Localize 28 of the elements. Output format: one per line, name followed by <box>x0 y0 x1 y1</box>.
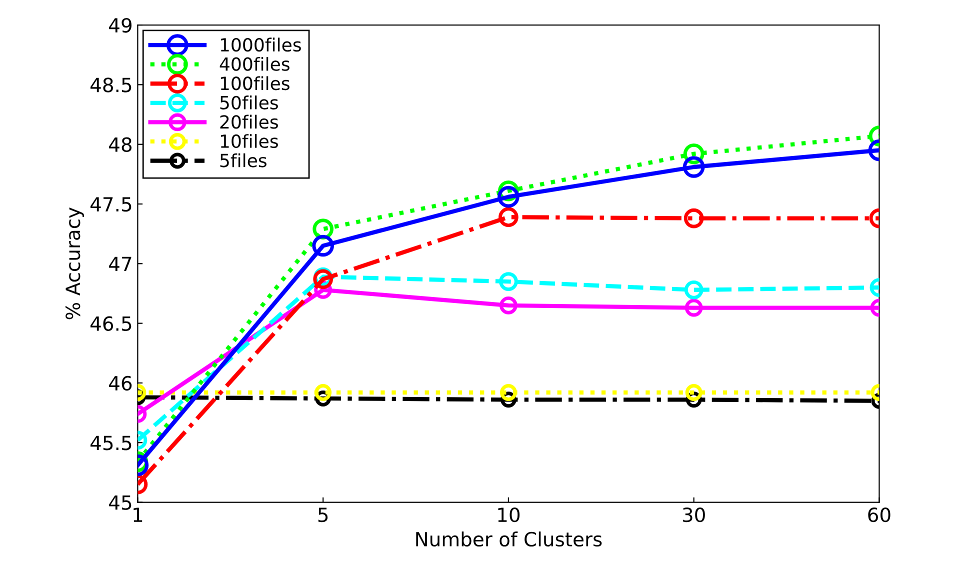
x-tick-label: 5 <box>318 508 328 522</box>
point <box>500 296 518 314</box>
legend-label: 1000files <box>220 38 301 52</box>
legend-label: 5files <box>220 153 266 168</box>
point <box>499 272 518 291</box>
y-tick-label: 47 <box>109 256 132 272</box>
x-tick-label: 10 <box>498 507 520 522</box>
y-tick-label: 48.5 <box>90 78 132 92</box>
y-tick-label: 45.5 <box>90 436 132 450</box>
x-axis-title: Number of Clusters <box>416 532 602 547</box>
legend-label: 400files <box>220 56 290 71</box>
y-tick-label: 47.5 <box>90 197 132 212</box>
y-axis-title: % Accuracy <box>66 208 84 320</box>
x-tick-label: 60 <box>868 507 890 522</box>
y-tick-label: 46 <box>109 376 132 391</box>
y-tick-label: 48 <box>109 137 132 152</box>
y-tick-label: 46.5 <box>90 316 132 331</box>
legend-label: 100files <box>220 76 290 90</box>
x-tick-label: 1 <box>134 508 142 522</box>
point <box>498 207 518 228</box>
legend-label: 50files <box>220 96 278 110</box>
legend-label: 10files <box>220 134 278 148</box>
point <box>498 186 520 208</box>
legend-label: 20files <box>220 114 278 129</box>
y-tick-label: 49 <box>109 18 132 33</box>
x-tick-label: 30 <box>682 507 705 522</box>
point <box>500 384 517 401</box>
y-tick-label: 45 <box>109 495 132 510</box>
